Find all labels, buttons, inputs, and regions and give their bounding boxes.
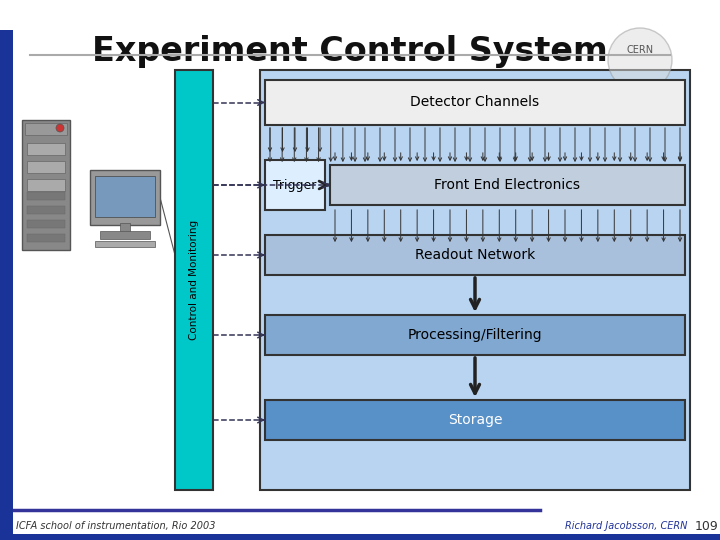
Text: Readout Network: Readout Network [415, 248, 535, 262]
Text: Detector Channels: Detector Channels [410, 96, 539, 110]
Bar [260, 70, 690, 490]
Text: Richard Jacobsson, CERN: Richard Jacobsson, CERN [565, 521, 688, 531]
Bar [90, 170, 160, 225]
Bar [27, 220, 65, 228]
Bar [27, 143, 65, 155]
Text: Experiment Control System: Experiment Control System [92, 35, 608, 68]
Text: ICFA school of instrumentation, Rio 2003: ICFA school of instrumentation, Rio 2003 [16, 521, 215, 531]
Bar [95, 176, 155, 217]
Bar [22, 120, 70, 250]
Bar [265, 315, 685, 355]
Text: Front End Electronics: Front End Electronics [434, 178, 580, 192]
Circle shape [608, 28, 672, 92]
Bar [100, 231, 150, 239]
Bar [27, 161, 65, 173]
Bar [0, 30, 13, 540]
Text: 109: 109 [695, 519, 719, 532]
Text: Storage: Storage [448, 413, 503, 427]
Text: Processing/Filtering: Processing/Filtering [408, 328, 542, 342]
Bar [330, 165, 685, 205]
Circle shape [56, 124, 64, 132]
Bar [0, 534, 720, 540]
Bar [120, 223, 130, 233]
Bar [265, 235, 685, 275]
Text: CERN: CERN [626, 45, 654, 55]
Text: Trigger: Trigger [274, 179, 317, 192]
Bar [27, 179, 65, 191]
Bar [27, 192, 65, 200]
Bar [265, 160, 325, 210]
Bar [27, 234, 65, 242]
Bar [25, 123, 67, 135]
Bar [27, 206, 65, 214]
Bar [265, 400, 685, 440]
Bar [95, 241, 155, 247]
Bar [175, 70, 213, 490]
Text: Control and Monitoring: Control and Monitoring [189, 220, 199, 340]
Bar [265, 80, 685, 125]
